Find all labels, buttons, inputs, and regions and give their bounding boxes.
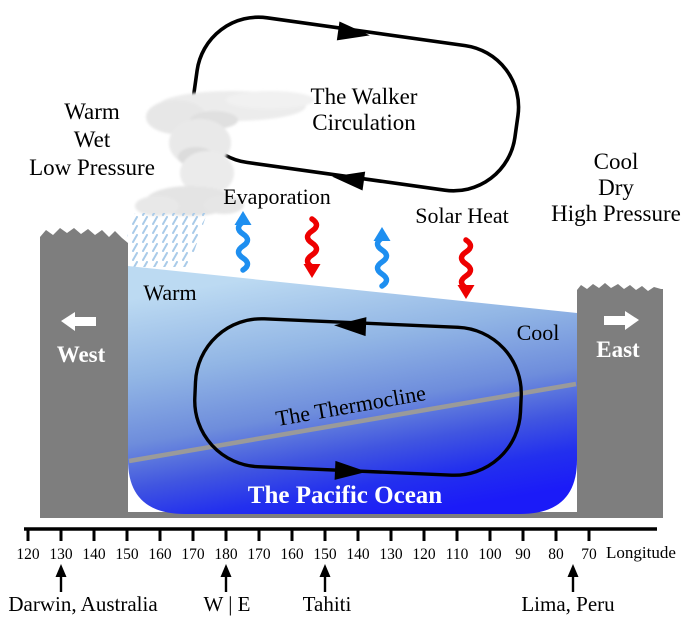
west-arrow-icon: [61, 312, 96, 331]
walker-circulation-loop: [191, 15, 521, 193]
tick-label: 70: [581, 546, 597, 563]
marker-dateline: W | E: [204, 564, 251, 616]
west-condition-line1: Warm: [64, 99, 120, 124]
tick-label: 100: [478, 546, 502, 563]
tick-label: 170: [181, 546, 205, 563]
longitude-axis-label: Longitude: [606, 543, 676, 562]
tick-label: 160: [148, 546, 172, 563]
tick-label: 120: [16, 546, 40, 563]
solar-heat-label: Solar Heat: [415, 203, 508, 228]
marker-arrow-up-icon: [55, 564, 67, 577]
marker-tahiti: Tahiti: [303, 564, 352, 616]
marker-label: Lima, Peru: [521, 592, 615, 616]
surface-cool-label: Cool: [517, 320, 560, 345]
axis-ticks: [26, 530, 591, 541]
marker-darwin: Darwin, Australia: [8, 564, 158, 616]
marker-lima: Lima, Peru: [521, 564, 615, 616]
cloud-base-right: [204, 196, 244, 214]
tick-label: 90: [515, 546, 531, 563]
rain-shaft: [117, 213, 207, 267]
tick-label: 80: [548, 546, 564, 563]
surface-warm-label: Warm: [143, 280, 196, 305]
ocean-loop-arrow-right-icon: [334, 460, 367, 480]
tick-label: 150: [115, 546, 139, 563]
axis-tick-labels: 120 130 140 150 160 170 180 170 160 150 …: [16, 546, 597, 563]
tick-label: 170: [247, 546, 271, 563]
tick-label: 160: [280, 546, 304, 563]
marker-arrow-up-icon: [319, 564, 331, 577]
east-arrow-icon: [604, 311, 639, 330]
walker-loop-arrow-right-icon: [336, 21, 370, 41]
west-label: West: [57, 342, 106, 367]
marker-label: Darwin, Australia: [8, 592, 158, 616]
evaporation-arrow-1-icon: [234, 211, 252, 273]
east-condition-line2: Dry: [598, 175, 634, 200]
walker-title-line1: The Walker: [311, 84, 418, 109]
pacific-ocean-label: The Pacific Ocean: [248, 482, 442, 509]
cloud-anvil-tip: [226, 91, 314, 109]
walker-title-line2: Circulation: [312, 110, 416, 135]
east-label: East: [596, 337, 640, 362]
tick-label: 130: [379, 546, 403, 563]
location-markers: Darwin, Australia W | E Tahiti Lima, Per…: [8, 564, 615, 616]
walker-loop-arrow-left-icon: [332, 171, 366, 191]
west-condition-line2: Wet: [74, 127, 111, 152]
marker-label: W | E: [204, 592, 251, 616]
land-basin: [40, 228, 663, 518]
evaporation-label: Evaporation: [223, 184, 331, 209]
ocean-circulation-loop: [193, 317, 523, 480]
thermocline-line: [128, 381, 577, 464]
cloud-base-left: [135, 196, 179, 216]
tick-label: 120: [412, 546, 436, 563]
longitude-axis: 120 130 140 150 160 170 180 170 160 150 …: [16, 527, 676, 563]
ocean-loop-arrow-left-icon: [334, 317, 367, 337]
tick-label: 150: [313, 546, 337, 563]
tick-label: 130: [49, 546, 73, 563]
tick-label: 180: [214, 546, 238, 563]
marker-label: Tahiti: [303, 592, 352, 616]
tick-label: 110: [446, 546, 469, 563]
east-condition-line3: High Pressure: [551, 201, 681, 226]
tick-label: 140: [346, 546, 370, 563]
east-condition-line1: Cool: [594, 149, 639, 174]
cumulonimbus-cloud: [135, 91, 314, 216]
evaporation-arrow-2-icon: [373, 227, 391, 289]
west-condition-line3: Low Pressure: [29, 155, 155, 180]
tick-label: 140: [82, 546, 106, 563]
cloud-column-lower: [180, 151, 234, 195]
marker-arrow-up-icon: [220, 564, 232, 577]
marker-arrow-up-icon: [567, 564, 579, 577]
solar-heat-arrow-2-icon: [457, 237, 475, 299]
solar-heat-arrow-1-icon: [303, 216, 321, 278]
